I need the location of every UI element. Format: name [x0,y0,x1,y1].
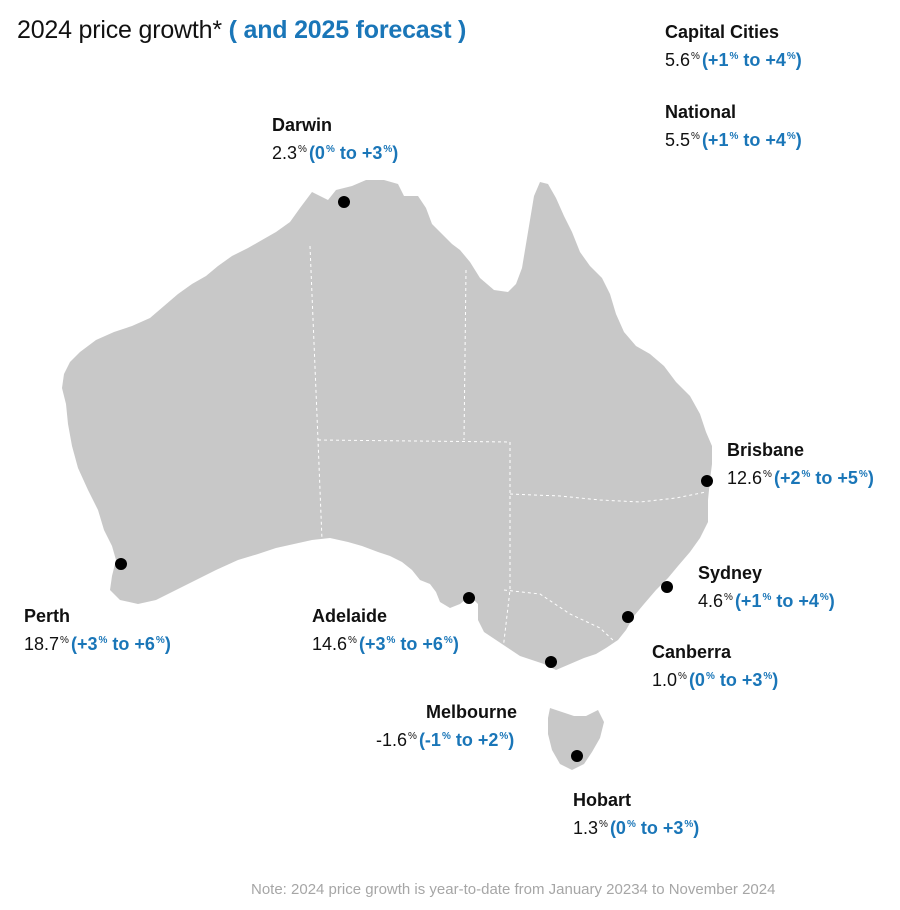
city-name: Darwin [272,115,333,135]
city-name: Adelaide [312,606,388,626]
city-value: -1.6% (-1% to +2%) [376,730,515,750]
melbourne-marker [545,656,557,668]
border-qld-nsw [509,491,707,503]
summary-name: Capital Cities [665,22,780,42]
title-main: 2024 price growth* [17,16,222,44]
city-name: Perth [24,606,71,626]
city-value: 4.6% (+1% to +4%) [698,591,835,611]
city-name: Sydney [698,563,763,583]
city-value: 1.3% (0% to +3%) [573,818,700,838]
tasmania [548,708,604,770]
state-borders [309,245,707,659]
sydney-marker [661,581,673,593]
canberra-marker [622,611,634,623]
chart-title: 2024 price growth* ( and 2025 forecast ) [17,16,466,45]
perth-marker [115,558,127,570]
city-label-perth: Perth 18.7% (+3% to +6%) [24,606,171,655]
city-markers [115,196,713,762]
city-value: 1.0% (0% to +3%) [652,670,779,690]
city-label-sydney: Sydney 4.6% (+1% to +4%) [698,563,835,612]
brisbane-marker [701,475,713,487]
summary-name: National [665,102,737,122]
mainland-australia [62,180,712,670]
city-label-melbourne: Melbourne -1.6% (-1% to +2%) [376,702,517,751]
darwin-marker [338,196,350,208]
city-label-canberra: Canberra 1.0% (0% to +3%) [652,642,778,691]
city-label-hobart: Hobart 1.3% (0% to +3%) [573,790,699,839]
city-name: Melbourne [426,702,518,722]
city-value: 2.3% (0% to +3%) [272,143,399,163]
city-name: Canberra [652,642,732,662]
border-sa-east [501,442,511,659]
city-name: Brisbane [727,440,805,460]
city-value: 12.6% (+2% to +5%) [727,468,874,488]
summary-capital-cities: Capital Cities 5.6% (+1% to +4%) [665,22,802,71]
city-label-brisbane: Brisbane 12.6% (+2% to +5%) [727,440,874,489]
border-nt-sa [317,439,511,443]
border-nt-qld [463,269,467,441]
city-name: Hobart [573,790,631,810]
summary-value: 5.6% (+1% to +4%) [665,50,802,70]
summary-value: 5.5% (+1% to +4%) [665,130,802,150]
border-nsw-vic [503,589,631,657]
summary-national: National 5.5% (+1% to +4%) [665,102,802,151]
adelaide-marker [463,592,475,604]
city-value: 18.7% (+3% to +6%) [24,634,171,654]
title-forecast: ( and 2025 forecast ) [228,16,467,44]
footnote: Note: 2024 price growth is year-to-date … [251,881,776,898]
city-label-darwin: Darwin 2.3% (0% to +3%) [272,115,398,164]
hobart-marker [571,750,583,762]
city-value: 14.6% (+3% to +6%) [312,634,459,654]
city-label-adelaide: Adelaide 14.6% (+3% to +6%) [312,606,459,655]
